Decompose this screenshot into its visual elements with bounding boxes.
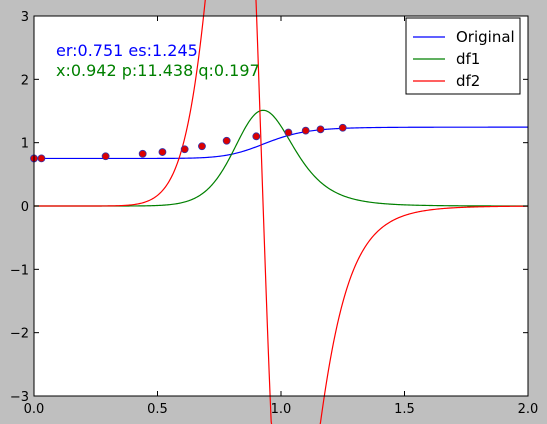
x-tick-labels: 0.0 0.5 1.0 1.5 2.0	[24, 402, 539, 417]
y-tick-label: −2	[10, 327, 29, 342]
x-tick-label: 1.5	[394, 402, 415, 417]
y-tick-label: 3	[21, 10, 29, 25]
data-point	[317, 126, 324, 133]
x-tick-label: 0.5	[147, 402, 168, 417]
data-point	[223, 137, 230, 144]
data-point	[285, 129, 292, 136]
y-tick-label: −1	[10, 263, 29, 278]
y-tick-label: 0	[21, 200, 29, 215]
legend: Original df1 df2	[406, 18, 520, 94]
annotation-text: er:0.751 es:1.245	[56, 41, 198, 60]
legend-label: Original	[456, 28, 515, 46]
data-point	[181, 146, 188, 153]
data-point	[198, 143, 205, 150]
x-tick-label: 1.0	[271, 402, 292, 417]
y-tick-label: −3	[10, 390, 29, 405]
y-tick-label: 1	[21, 137, 29, 152]
data-point	[302, 127, 309, 134]
annotation-text: x:0.942 p:11.438 q:0.197	[56, 61, 260, 80]
data-point	[339, 124, 346, 131]
data-point	[159, 149, 166, 156]
legend-label: df1	[456, 50, 480, 68]
data-point	[38, 155, 45, 162]
data-point	[102, 153, 109, 160]
y-tick-labels: −3 −2 −1 0 1 2 3	[10, 10, 29, 405]
legend-label: df2	[456, 72, 480, 90]
x-tick-label: 2.0	[518, 402, 539, 417]
data-point	[139, 150, 146, 157]
y-tick-label: 2	[21, 73, 29, 88]
data-point	[253, 133, 260, 140]
